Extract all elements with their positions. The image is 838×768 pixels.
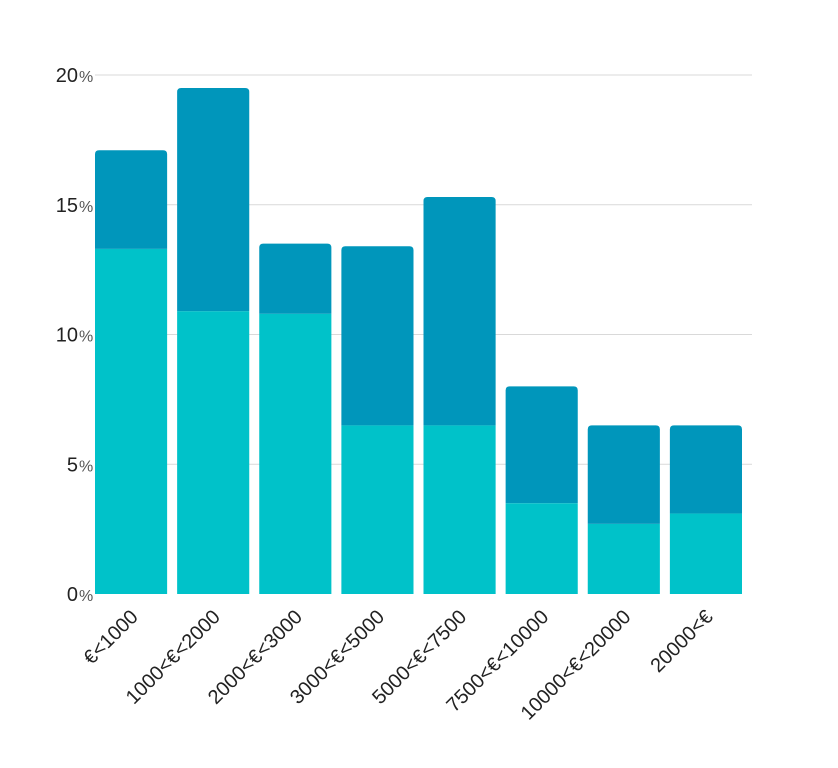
y-tick-label: 10 (56, 325, 78, 347)
x-axis-labels: €<10001000<€<20002000<€<30003000<€<50005… (79, 606, 717, 725)
bar-segment-lower (95, 248, 168, 595)
bar-segment-upper (95, 150, 168, 249)
bar-segment-upper (669, 425, 742, 514)
bar-segment-lower (177, 311, 250, 594)
y-tick-label: 20 (56, 65, 78, 87)
bar-segment-lower (505, 503, 578, 594)
x-category-label: 20000<€ (646, 606, 717, 677)
y-tick-unit: % (79, 329, 93, 346)
bar-segment-upper (259, 243, 332, 314)
y-tick-unit: % (79, 199, 93, 216)
bar-segment-upper (341, 246, 414, 426)
y-tick-unit: % (79, 588, 93, 605)
bar-segment-upper (423, 196, 496, 426)
bar-segment-upper (505, 386, 578, 504)
bar-segment-upper (587, 425, 660, 524)
bar-segment-lower (587, 523, 660, 594)
y-tick-label: 15 (56, 195, 78, 217)
bar-segment-lower (423, 425, 496, 594)
bar-segment-lower (669, 513, 742, 594)
bar-segment-upper (177, 87, 250, 312)
y-axis-ticks: 0 %5 %10 %15 %20% (56, 65, 93, 606)
y-tick-unit: % (79, 69, 93, 86)
bar-segment-lower (341, 425, 414, 594)
bars (95, 87, 742, 595)
y-tick-label: 5 (67, 454, 78, 476)
bar-segment-lower (259, 313, 332, 594)
y-tick-label: 0 (67, 584, 78, 606)
x-category-label: €<1000 (79, 606, 142, 669)
y-tick-unit: % (79, 458, 93, 475)
